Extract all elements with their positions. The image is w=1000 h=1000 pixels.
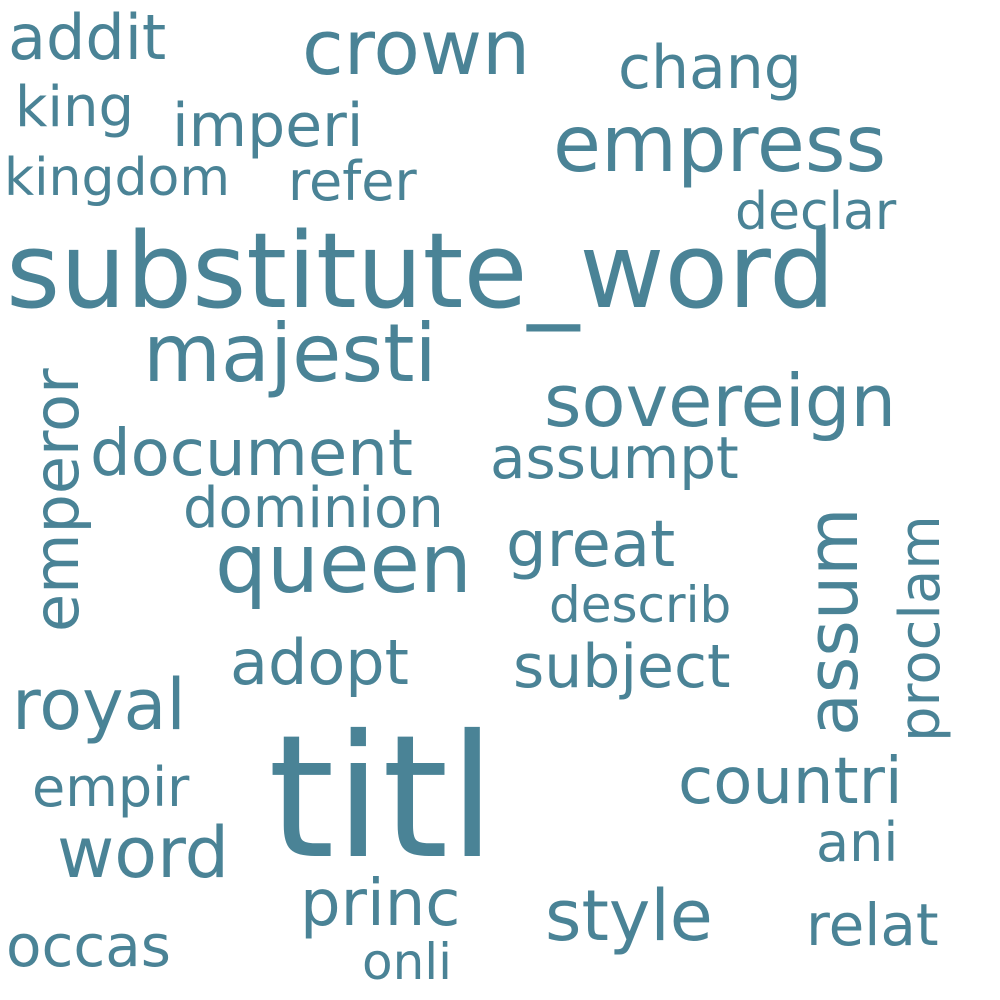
word-declar: declar — [735, 182, 897, 242]
word-style: style — [545, 875, 713, 957]
word-addit: addit — [8, 1, 167, 74]
word-word: word — [57, 812, 230, 894]
word-relat: relat — [806, 891, 939, 959]
word-majesti: majesti — [143, 307, 437, 400]
word-document: document — [90, 417, 413, 491]
word-refer: refer — [288, 150, 417, 213]
word-occas: occas — [6, 912, 172, 980]
word-substitute-word: substitute_word — [6, 210, 836, 332]
word-crown: crown — [302, 3, 531, 92]
word-describ: describ — [549, 576, 732, 634]
word-titl: titl — [268, 699, 496, 897]
word-royal: royal — [12, 664, 186, 746]
word-great: great — [506, 508, 676, 582]
word-king: king — [15, 75, 135, 140]
word-empress: empress — [553, 100, 887, 190]
word-subject: subject — [513, 632, 731, 702]
word-empir: empir — [32, 756, 190, 819]
word-sovereign: sovereign — [544, 359, 897, 443]
word-onli: onli — [362, 933, 453, 991]
word-assumpt: assumpt — [490, 424, 739, 492]
word-adopt: adopt — [230, 626, 409, 699]
word-ani: ani — [816, 811, 899, 874]
word-princ: princ — [300, 867, 461, 941]
word-emperor: emperor — [20, 368, 93, 632]
word-queen: queen — [215, 517, 472, 612]
word-imperi: imperi — [172, 91, 364, 161]
word-dominion: dominion — [183, 476, 444, 541]
word-assum: assum — [792, 507, 874, 736]
word-kingdom: kingdom — [4, 148, 231, 208]
word-proclam: proclam — [888, 515, 953, 742]
word-countri: countri — [678, 745, 903, 819]
word-chang: chang — [618, 33, 802, 103]
